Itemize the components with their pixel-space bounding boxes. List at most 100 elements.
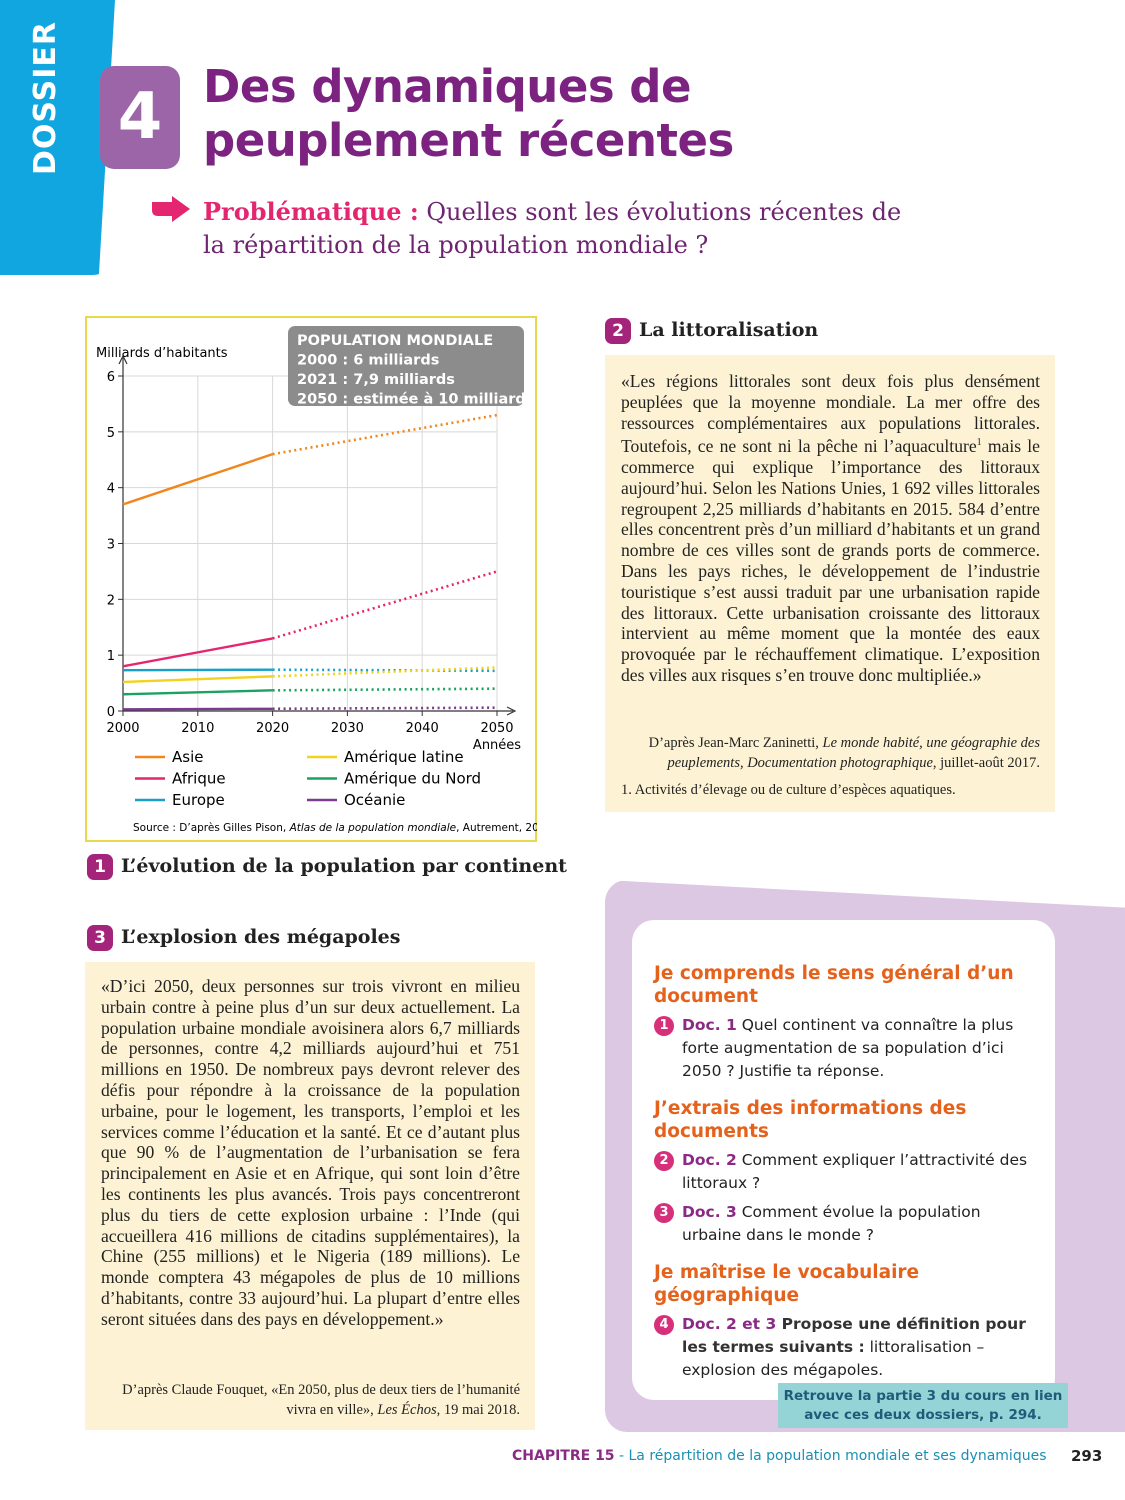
y-axis-arrow [118, 354, 128, 365]
x-tick-label: 2040 [406, 721, 439, 736]
dossier-tab [0, 0, 115, 275]
question-number: 4 [654, 1315, 674, 1335]
question-heading: J’extrais des informations des documents [654, 1098, 967, 1142]
question-number: 1 [654, 1016, 674, 1036]
source-text: , Autrement, 2019. [456, 822, 537, 834]
doc-badge: 1 [87, 854, 113, 880]
y-axis-label: Milliards d’habitants [96, 346, 228, 361]
x-axis-arrow [506, 706, 517, 716]
y-tick-label: 2 [107, 593, 115, 608]
annotation-text: 2000 : 6 milliards [297, 353, 439, 369]
footer: CHAPITRE 15 - La répartition de la popul… [512, 1448, 1046, 1464]
question-text: Propose une définition pour les termes s… [682, 1315, 1026, 1356]
annotation-text: POPULATION MONDIALE [297, 333, 493, 349]
doc-badge: 3 [87, 925, 113, 951]
chart-frame [85, 316, 537, 842]
page-title: Des dynamiques de peuplement récentes [203, 60, 734, 167]
projection-line [272, 413, 498, 456]
x-tick-label: 2000 [106, 721, 139, 736]
course-note: Retrouve la partie 3 du cours en lien av… [778, 1383, 1068, 1428]
question-number: 3 [654, 1203, 674, 1223]
question-text: Comment expliquer l’attractivité des lit… [682, 1151, 1028, 1192]
question: 1 Doc. 1 Quel continent va connaître la p… [654, 1014, 1039, 1083]
question-doc: Doc. 2 et 3 [682, 1315, 777, 1333]
legend-label: Océanie [344, 791, 405, 809]
series-line [122, 668, 273, 672]
text: D’après Jean-Marc Zaninetti, [648, 735, 823, 751]
dossier-number: 4 [100, 66, 180, 169]
source-text: Atlas de la population mondiale [289, 822, 457, 834]
doc-title: L’explosion des mégapoles [121, 926, 401, 948]
legend-label: Amérique du Nord [344, 770, 481, 788]
doc3-text: «D’ici 2050, deux personnes sur trois vi… [101, 976, 520, 1329]
text: Les Échos [377, 1402, 437, 1418]
legend-label: Europe [172, 791, 225, 809]
projection-line [272, 668, 498, 673]
question: 4 Doc. 2 et 3 Propose une définition pour… [654, 1313, 1039, 1382]
question-heading: Je maîtrise le vocabulaire géographique [654, 1262, 920, 1306]
doc1-heading: 1 L’évolution de la population par contin… [87, 854, 567, 880]
doc2-source: D’après Jean-Marc Zaninetti, Le monde ha… [621, 733, 1040, 773]
source-text: Source : D’après Gilles Pison, [133, 822, 290, 834]
note-ref: 1 [976, 437, 982, 449]
question-heading: Je comprends le sens général d’un docume… [654, 963, 1014, 1007]
question-number: 2 [654, 1151, 674, 1171]
doc3-panel [85, 962, 535, 1430]
series-line [122, 707, 273, 711]
x-axis-label: Années [473, 738, 521, 753]
question-text: littoralisation – explosion des mégapole… [682, 1338, 985, 1379]
arrow-icon [152, 196, 190, 222]
series-line [122, 689, 273, 696]
x-tick-label: 2030 [331, 721, 364, 736]
doc2-text: «Les régions littorales sont deux fois p… [621, 371, 1040, 686]
x-tick-label: 2050 [480, 721, 513, 736]
page-number: 293 [1071, 1447, 1103, 1465]
chart: 0 1 2 3 4 5 6 2000 2010 2020 2030 2040 2050 Milliards… [96, 326, 537, 834]
text: , juillet-août 2017. [932, 755, 1040, 771]
chapter-title: - La répartition de la population mondia… [614, 1448, 1047, 1464]
text: mais le commerce qui explique l’importan… [621, 436, 1040, 686]
legend-label: Asie [172, 748, 203, 766]
projection-line [272, 666, 498, 678]
doc2-footnote: 1. Activités d’élevage ou de culture d’e… [621, 782, 956, 798]
dossier-label: DOSSIER [28, 20, 63, 175]
problematique: Problématique : Quelles sont les évoluti… [203, 195, 903, 262]
series-line [122, 675, 273, 684]
problematique-label: Problématique : [203, 197, 419, 226]
annotation-text: 2021 : 7,9 milliards [297, 372, 455, 388]
y-tick-label: 6 [107, 370, 115, 385]
y-tick-label: 5 [107, 426, 115, 441]
doc3-source: D’après Claude Fouquet, «En 2050, plus d… [101, 1380, 520, 1420]
chart-source: Source : D’après Gilles Pison, Atlas de … [133, 822, 537, 834]
question: 2 Doc. 2 Comment expliquer l’attractivité… [654, 1149, 1039, 1195]
text: Le monde habité, une géographie des peup… [667, 735, 1040, 771]
projection-line [272, 570, 498, 640]
doc-badge: 2 [605, 318, 631, 344]
question-text: Quel continent va connaître la plus fort… [682, 1016, 1014, 1080]
y-tick-label: 4 [107, 482, 115, 497]
x-tick-label: 2020 [256, 721, 289, 736]
text: , 19 mai 2018. [436, 1402, 520, 1418]
question-doc: Doc. 2 [682, 1151, 737, 1169]
chapter: CHAPITRE 15 [512, 1448, 615, 1464]
projection-line [272, 706, 498, 711]
doc2-panel [605, 355, 1055, 812]
y-tick-label: 1 [107, 649, 115, 664]
annotation-text: 2050 : estimée à 10 milliards [297, 392, 534, 408]
legend-label: Afrique [172, 770, 226, 788]
projection-line [272, 687, 498, 692]
doc2-heading: 2 La littoralisation [605, 318, 818, 344]
questions: Je comprends le sens général d’un docume… [654, 962, 1039, 1382]
question-doc: Doc. 3 [682, 1203, 737, 1221]
x-tick-label: 2010 [181, 721, 214, 736]
question-text: Comment évolue la population urbaine dan… [682, 1203, 981, 1244]
text: D’après Claude Fouquet, «En 2050, plus d… [122, 1382, 520, 1418]
doc-title: La littoralisation [639, 319, 819, 341]
y-tick-label: 0 [107, 705, 115, 720]
doc-title: L’évolution de la population par contine… [121, 855, 567, 877]
doc3-heading: 3 L’explosion des mégapoles [87, 925, 400, 951]
series-line [122, 453, 273, 506]
question-doc: Doc. 1 [682, 1016, 737, 1034]
question: 3 Doc. 3 Comment évolue la population urb… [654, 1201, 1039, 1247]
